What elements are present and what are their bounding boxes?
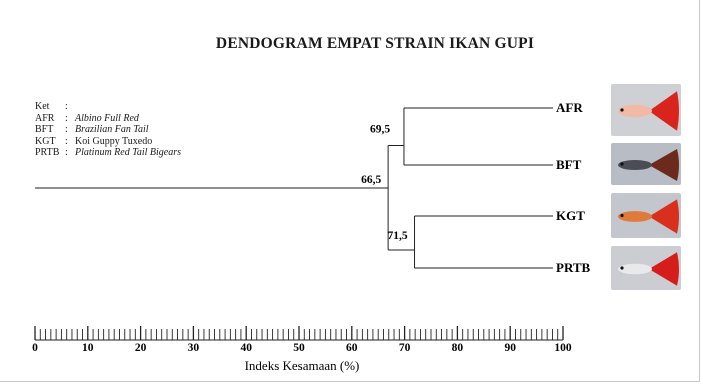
legend-item: AFR : Albino Full Red <box>35 113 181 125</box>
axis-tick-label: 80 <box>452 342 464 354</box>
axis-tick-label: 50 <box>293 342 305 354</box>
legend-name: Koi Guppy Tuxedo <box>75 135 153 147</box>
legend-name: Brazilian Fan Tail <box>75 124 149 136</box>
legend-sep: : <box>65 124 68 136</box>
axis-tick-label: 90 <box>504 342 516 354</box>
guppy-eye <box>620 108 624 112</box>
legend-name: Platinum Red Tail Bigears <box>75 147 182 159</box>
leaf-label: AFR <box>556 100 583 115</box>
axis-tick-label: 10 <box>82 342 94 354</box>
axis-tick-label: 0 <box>32 342 38 354</box>
guppy-eye <box>620 266 624 270</box>
legend-code: KGT <box>35 135 56 147</box>
axis-tick-label: 70 <box>399 342 411 354</box>
node-label: 69,5 <box>370 124 390 136</box>
guppy-koi-tuxedo-photo <box>611 193 681 238</box>
legend-item: KGT : Koi Guppy Tuxedo <box>35 136 181 148</box>
guppy-tail <box>649 252 679 286</box>
guppy-body <box>618 211 652 222</box>
guppy-body <box>618 263 652 275</box>
axis-title: Indeks Kesamaan (%) <box>245 358 360 373</box>
legend-sep: : <box>65 135 68 147</box>
legend-header-sep: : <box>65 101 68 112</box>
guppy-eye <box>620 213 624 218</box>
node-label: 71,5 <box>388 230 408 242</box>
leaf-label: PRTB <box>556 260 591 275</box>
axis-tick-label: 20 <box>135 342 147 354</box>
guppy-tail <box>649 91 679 131</box>
legend-code: AFR <box>35 112 55 124</box>
guppy-icon <box>618 252 679 286</box>
guppy-eye <box>620 162 624 166</box>
guppy-body <box>618 159 652 171</box>
legend-sep: : <box>65 147 68 159</box>
axis-tick-label: 100 <box>554 342 572 354</box>
legend: Ket : AFR : Albino Full Red BFT : Brazil… <box>35 101 181 159</box>
leaf-label: BFT <box>556 157 582 172</box>
similarity-axis: 0 10 20 30 40 50 60 70 80 90 100 <box>32 326 572 354</box>
legend-name: Albino Full Red <box>75 112 139 124</box>
axis-tick-label: 30 <box>188 342 200 354</box>
legend-header: Ket : <box>35 101 181 113</box>
figure-title: DENDOGRAM EMPAT STRAIN IKAN GUPI <box>215 35 535 52</box>
guppy-body <box>618 104 652 118</box>
guppy-icon <box>618 91 679 131</box>
legend-item: PRTB : Platinum Red Tail Bigears <box>35 147 181 159</box>
guppy-icon <box>618 149 679 181</box>
guppy-brazilian-fan-tail-photo <box>611 143 681 185</box>
guppy-albino-full-red-photo <box>611 84 681 136</box>
legend-item: BFT : Brazilian Fan Tail <box>35 124 181 136</box>
legend-code: BFT <box>35 124 54 136</box>
guppy-platinum-red-tail-photo <box>611 246 681 290</box>
legend-sep: : <box>65 112 68 124</box>
guppy-tail <box>649 149 679 181</box>
axis-tick-label: 40 <box>240 342 252 354</box>
guppy-tail <box>649 199 679 234</box>
dendrogram-branches <box>35 107 553 269</box>
guppy-icon <box>618 199 679 234</box>
legend-header-code: Ket <box>35 101 50 112</box>
legend-code: PRTB <box>35 147 60 159</box>
axis-tick-label: 60 <box>346 342 358 354</box>
node-label: 66,5 <box>361 174 381 186</box>
leaf-label: KGT <box>556 208 585 223</box>
